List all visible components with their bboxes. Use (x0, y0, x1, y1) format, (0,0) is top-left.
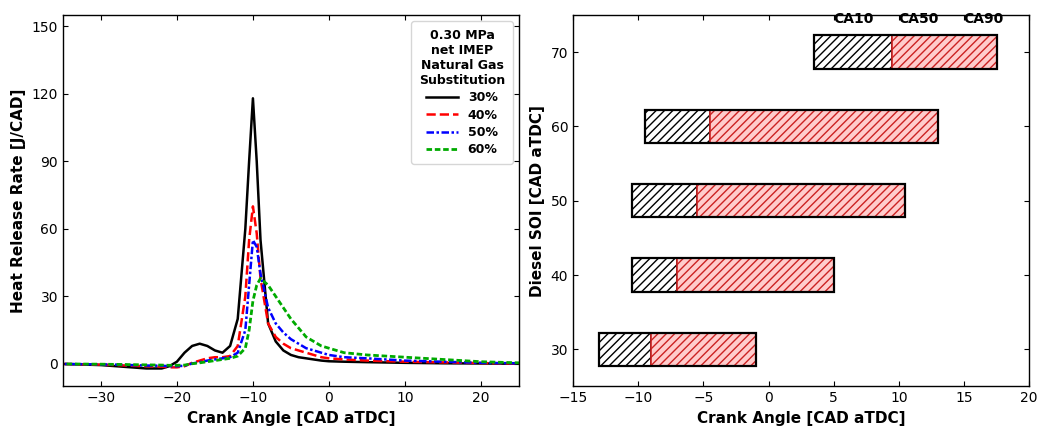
Bar (631, 184, 697, 218)
Bar (814, 35, 997, 69)
Text: CA90: CA90 (963, 12, 1004, 26)
Legend: 30%, 40%, 50%, 60%: 30%, 40%, 50%, 60% (411, 21, 513, 164)
Bar (631, 258, 834, 292)
Bar (631, 258, 678, 292)
X-axis label: Crank Angle [CAD aTDC]: Crank Angle [CAD aTDC] (187, 411, 395, 426)
Text: CA10: CA10 (833, 12, 874, 26)
Bar (631, 184, 905, 218)
X-axis label: Crank Angle [CAD aTDC]: Crank Angle [CAD aTDC] (697, 411, 905, 426)
Bar (599, 333, 651, 366)
Text: CA50: CA50 (898, 12, 939, 26)
Y-axis label: Heat Release Rate [J/CAD]: Heat Release Rate [J/CAD] (12, 89, 26, 313)
Y-axis label: Diesel SOI [CAD aTDC]: Diesel SOI [CAD aTDC] (530, 105, 545, 297)
Bar (678, 258, 834, 292)
Bar (710, 110, 938, 143)
Bar (893, 35, 997, 69)
Bar (599, 333, 755, 366)
Bar (697, 184, 905, 218)
Bar (651, 333, 755, 366)
Bar (814, 35, 893, 69)
Bar (645, 110, 938, 143)
Bar (645, 110, 710, 143)
